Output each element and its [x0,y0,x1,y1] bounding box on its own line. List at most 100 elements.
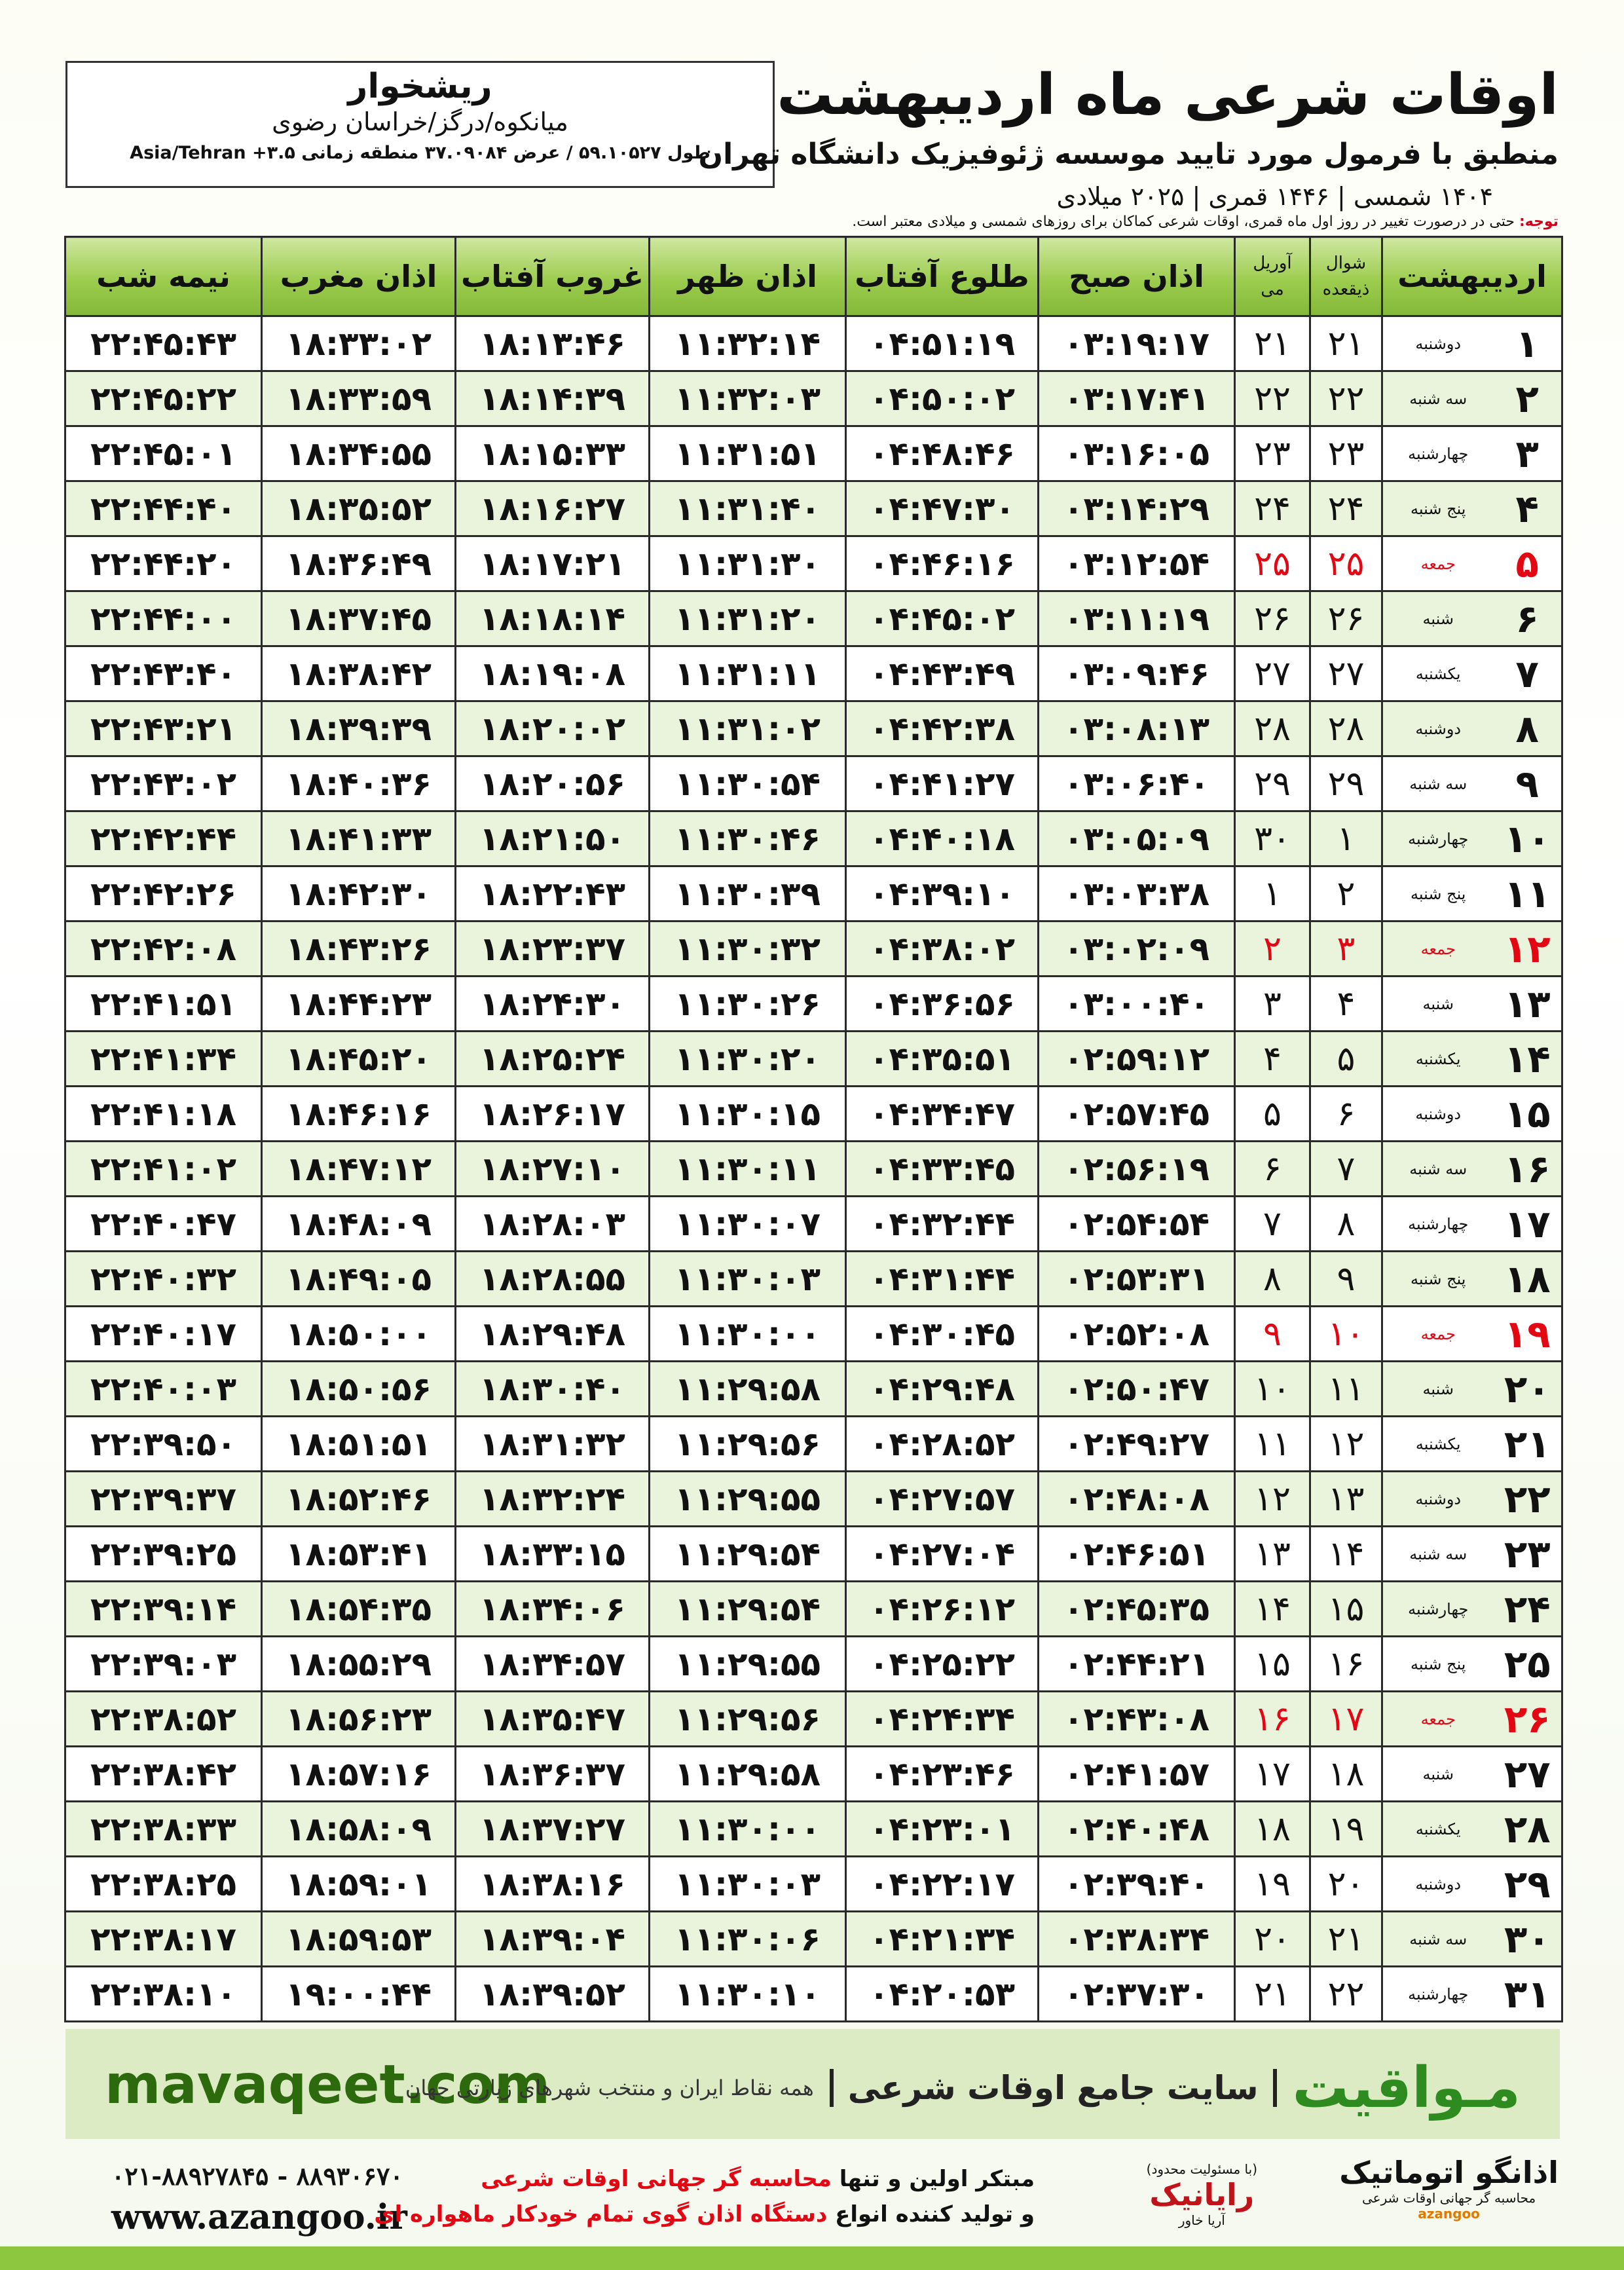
city: ریشخوار [348,67,492,106]
table-cell: ۱۸:۲۷:۱۰ [454,1140,650,1197]
text: و تولید کننده انواع [835,2201,1035,2227]
table-cell: ۲۵ [1234,535,1311,592]
table-cell: ۱۱:۲۹:۵۸ [648,1745,847,1802]
table-cell: ۱۸:۴۱:۳۳ [261,810,456,867]
table-cell: ۱۸:۲۹:۴۸ [454,1305,650,1362]
table-cell: ۱۸:۱۴:۳۹ [454,370,650,427]
logo-note: (با مسئولیت محدود) [1146,2161,1257,2177]
table-cell: ۰۳:۱۲:۵۴ [1037,535,1236,592]
table-cell: ۱۰ [1309,1305,1383,1362]
table-cell: ۲۶ [1309,590,1383,647]
table-row: ۴ پنج شنبه ۲۴ ۲۴ ۰۳:۱۴:۲۹ ۰۴:۴۷:۳۰ ۱۱:۳۱:۴۰ ۱۸:… [64,480,1563,537]
table-cell: پنج شنبه [1381,1250,1494,1307]
table-cell: ۱ [1309,810,1383,867]
table-row: ۲۱ یکشنبه ۱۲ ۱۱ ۰۲:۴۹:۲۷ ۰۴:۲۸:۵۲ ۱۱:۲۹:۵۶ ۱۸:۳… [64,1415,1563,1472]
note-text: حتی در درصورت تغییر در روز اول ماه قمری،… [852,214,1515,230]
table-cell: ۱۸:۱۹:۰۸ [454,645,650,702]
table-cell: ۲۲:۴۰:۱۷ [64,1305,263,1362]
table-cell: ۱۸:۳۸:۴۲ [261,645,456,702]
rayanik-logo: (با مسئولیت محدود) رایانیک آریا خاور [1147,2161,1257,2228]
table-cell: سه شنبه [1381,1910,1494,1967]
table-cell: پنج شنبه [1381,865,1494,922]
table-cell: ۰۳:۰۵:۰۹ [1037,810,1236,867]
table-cell: سه شنبه [1381,1140,1494,1197]
table-cell: ۱۸:۵۷:۱۶ [261,1745,456,1802]
table-cell: ۱۸:۳۹:۰۴ [454,1910,650,1967]
table-cell: دوشنبه [1381,700,1494,757]
table-cell: ۰۴:۳۶:۵۶ [845,975,1039,1032]
table-cell: ۱۹:۰۰:۴۴ [261,1965,456,2022]
table-cell: ۱۱:۳۲:۰۳ [648,370,847,427]
azangoo-logo: اذانگو اتوماتیک محاسبه گر جهانی اوقات شر… [1339,2155,1559,2222]
table-cell: ۰۳:۰۹:۴۶ [1037,645,1236,702]
column-header: طلوع آفتاب [845,236,1039,317]
table-cell: ۱۸:۲۳:۳۷ [454,920,650,977]
table-cell: ۱۱:۳۰:۰۳ [648,1250,847,1307]
table-cell: ۱۸:۱۵:۳۳ [454,425,650,482]
table-cell: ۰۴:۳۴:۴۷ [845,1085,1039,1142]
table-cell: ۲۵ [1309,535,1383,592]
table-cell: ۰۲:۴۴:۲۱ [1037,1635,1236,1692]
table-cell: ۰۲:۵۳:۳۱ [1037,1250,1236,1307]
logo-name: اذانگو اتوماتیک [1339,2155,1559,2190]
table-cell: ۱۹ [1234,1855,1311,1912]
table-cell: ۱۲ [1309,1415,1383,1472]
table-cell: ۱۱:۲۹:۵۴ [648,1525,847,1582]
table-cell: ۰۲:۵۷:۴۵ [1037,1085,1236,1142]
table-cell: ۱۸:۵۶:۲۳ [261,1690,456,1747]
logo-latin: azangoo [1418,2206,1480,2222]
table-cell: ۲۲:۴۲:۰۸ [64,920,263,977]
table-cell: ۲۲:۴۰:۴۷ [64,1195,263,1252]
column-header: اذان مغرب [261,236,456,317]
slogan-line: و تولید کننده انواع دستگاه اذان گوی تمام… [374,2197,1035,2232]
table-cell: چهارشنبه [1381,1195,1494,1252]
table-cell: ۱۰ [1493,810,1563,867]
table-cell: ۴ [1234,1030,1311,1087]
table-cell: ۱۸:۲۸:۰۳ [454,1195,650,1252]
table-cell: ۱۸:۵۰:۵۶ [261,1360,456,1417]
slogan-line: مبتکر اولین و تنها محاسبه گر جهانی اوقات… [374,2161,1035,2197]
table-cell: ۰۴:۳۳:۴۵ [845,1140,1039,1197]
table-cell: ۵ [1309,1030,1383,1087]
table-cell: ۱۸:۳۸:۱۶ [454,1855,650,1912]
table-row: ۲۶ جمعه ۱۷ ۱۶ ۰۲:۴۳:۰۸ ۰۴:۲۴:۳۴ ۱۱:۲۹:۵۶ ۱۸:۳۵:… [64,1690,1563,1747]
table-cell: ۲۲:۴۴:۰۰ [64,590,263,647]
table-cell: ۱۱:۳۱:۲۰ [648,590,847,647]
column-header: اذان صبح [1037,236,1236,317]
table-cell: ۲۲:۳۸:۵۲ [64,1690,263,1747]
table-cell: ۰۲:۵۴:۵۴ [1037,1195,1236,1252]
table-cell: ۱۸:۲۲:۴۳ [454,865,650,922]
title: اوقات شرعی ماه اردیبهشت [777,62,1559,128]
table-cell: ۲۲ [1309,1965,1383,2022]
region: میانکوه/درگز/خراسان رضوی [272,107,568,136]
table-row: ۱۶ سه شنبه ۷ ۶ ۰۲:۵۶:۱۹ ۰۴:۳۳:۴۵ ۱۱:۳۰:۱۱ ۱۸:۲۷… [64,1140,1563,1197]
table-cell: ۲۷ [1309,645,1383,702]
table-row: ۳ چهارشنبه ۲۳ ۲۳ ۰۳:۱۶:۰۵ ۰۴:۴۸:۴۶ ۱۱:۳۱:۵۱ ۱۸:… [64,425,1563,482]
table-row: ۱۴ یکشنبه ۵ ۴ ۰۲:۵۹:۱۲ ۰۴:۳۵:۵۱ ۱۱:۳۰:۲۰ ۱۸:۲۵:… [64,1030,1563,1087]
table-cell: ۰۳:۱۹:۱۷ [1037,315,1236,372]
table-row: ۹ سه شنبه ۲۹ ۲۹ ۰۳:۰۶:۴۰ ۰۴:۴۱:۲۷ ۱۱:۳۰:۵۴ ۱۸:۲… [64,755,1563,812]
table-cell: ۷ [1234,1195,1311,1252]
table-cell: ۲۲:۴۴:۲۰ [64,535,263,592]
table-cell: ۰۴:۳۸:۰۲ [845,920,1039,977]
table-cell: ۱۸:۳۳:۱۵ [454,1525,650,1582]
table-cell: یکشنبه [1381,1415,1494,1472]
table-cell: ۱۱:۳۰:۱۵ [648,1085,847,1142]
table-row: ۳۱ چهارشنبه ۲۲ ۲۱ ۰۲:۳۷:۳۰ ۰۴:۲۰:۵۳ ۱۱:۳۰:۱۰ ۱۸… [64,1965,1563,2022]
table-cell: ۲۸ [1234,700,1311,757]
table-cell: ۲۸ [1309,700,1383,757]
table-cell: ۱۱:۳۰:۰۳ [648,1855,847,1912]
table-cell: ۱۸:۵۲:۴۶ [261,1470,456,1527]
table-cell: ۲۹ [1309,755,1383,812]
table-cell: جمعه [1381,535,1494,592]
table-cell: ۱۸:۵۵:۲۹ [261,1635,456,1692]
table-cell: ۱۱ [1493,865,1563,922]
table-cell: ۱۸:۳۵:۵۲ [261,480,456,537]
table-cell: ۱۱:۳۰:۱۰ [648,1965,847,2022]
table-cell: ۱۸:۵۸:۰۹ [261,1800,456,1857]
table-cell: ۱۱:۳۰:۲۰ [648,1030,847,1087]
table-cell: ۲۰ [1309,1855,1383,1912]
table-cell: ۱۵ [1493,1085,1563,1142]
table-cell: ۰۲:۳۷:۳۰ [1037,1965,1236,2022]
table-cell: ۳ [1493,425,1563,482]
